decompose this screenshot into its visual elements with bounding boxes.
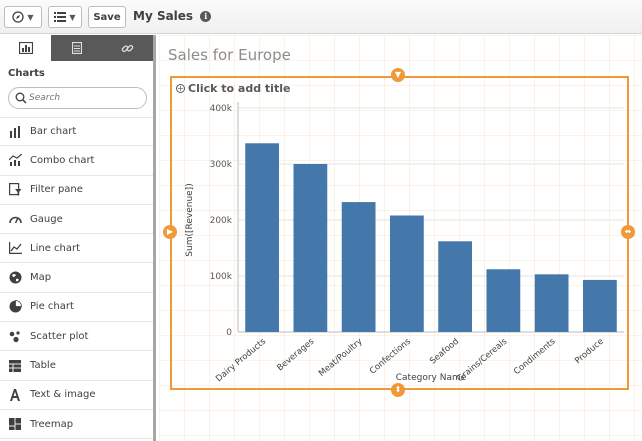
link-icon	[121, 44, 134, 52]
chevron-down-icon: ▼	[69, 12, 76, 22]
app-title-text: My Sales	[133, 9, 194, 23]
tab-master-items[interactable]	[102, 35, 153, 61]
chart-item-label: Pie chart	[30, 301, 74, 313]
chart-item-treemap[interactable]: Treemap	[0, 410, 153, 440]
bar[interactable]	[341, 202, 376, 332]
chart-title-placeholder[interactable]: Click to add title	[188, 82, 291, 95]
bar[interactable]	[582, 279, 617, 332]
combo-chart-icon	[8, 154, 22, 167]
chart-item-filter-pane[interactable]: Filter pane	[0, 176, 153, 205]
x-tick-label: Confections	[368, 336, 413, 376]
pie-chart-icon	[9, 300, 22, 313]
x-tick-label: Seafood	[428, 337, 461, 367]
search-input[interactable]	[29, 91, 141, 105]
chart-item-map[interactable]: Map	[0, 263, 153, 293]
x-tick-label: Dairy Products	[214, 336, 268, 384]
y-tick-label: 400k	[210, 104, 233, 114]
sheet-canvas[interactable]: Sales for Europe + Click to add title 0 1…	[159, 35, 642, 441]
chart-item-label: Gauge	[30, 213, 63, 225]
chart-item-label: Combo chart	[30, 154, 95, 166]
list-icon	[54, 12, 67, 22]
chart-item-label: Treemap	[30, 418, 74, 430]
y-tick-label: 300k	[210, 160, 233, 170]
save-button[interactable]: Save	[88, 6, 126, 28]
navigation-button[interactable]: ▼	[4, 6, 42, 28]
chart-item-label: Line chart	[30, 242, 81, 254]
tab-charts[interactable]	[0, 35, 51, 61]
app-title: My Sales i	[133, 9, 212, 23]
treemap-icon	[9, 418, 21, 431]
gauge-icon	[8, 216, 22, 224]
x-tick-label: Beverages	[275, 336, 316, 373]
resize-handle-bottom[interactable]: ⬍	[391, 383, 405, 397]
y-tick-label: 0	[226, 328, 232, 338]
tab-fields[interactable]	[51, 35, 102, 61]
info-icon[interactable]: i	[200, 11, 212, 22]
resize-handle-top[interactable]: ▼	[391, 68, 405, 82]
chart-item-label: Table	[30, 360, 56, 372]
text-image-icon	[10, 388, 20, 401]
bar[interactable]	[293, 164, 328, 332]
x-tick-label: Produce	[573, 337, 606, 367]
chart-item-label: Text & image	[30, 389, 96, 401]
chart-item-label: Filter pane	[30, 184, 83, 196]
search-box[interactable]	[8, 87, 147, 109]
y-tick-label: 100k	[210, 272, 233, 282]
assets-panel: Charts Bar chart Combo chart Filter pane	[0, 35, 156, 441]
chart-item-label: Map	[30, 272, 52, 284]
chart-item-label: Scatter plot	[30, 330, 89, 342]
chart-item-combo-chart[interactable]: Combo chart	[0, 146, 153, 176]
resize-handle-right[interactable]: ⬌	[621, 225, 635, 239]
bar[interactable]	[245, 143, 280, 332]
y-axis-title: Sum([Revenue])	[185, 183, 195, 256]
chart-item-text-image[interactable]: Text & image	[0, 381, 153, 410]
chart-item-line-chart[interactable]: Line chart	[0, 234, 153, 264]
chart-item-label: Bar chart	[30, 126, 77, 138]
chart-item-pie-chart[interactable]: Pie chart	[0, 293, 153, 323]
add-title-icon: +	[176, 84, 185, 93]
chart-icon	[18, 42, 33, 54]
bar[interactable]	[486, 269, 521, 332]
sheet-list-button[interactable]: ▼	[48, 6, 82, 28]
chart-item-bar-chart[interactable]: Bar chart	[0, 117, 153, 147]
chart-type-list: Bar chart Combo chart Filter pane Gauge …	[0, 117, 153, 440]
chart-item-scatter-plot[interactable]: Scatter plot	[0, 322, 153, 352]
toolbar: ▼ ▼ Save My Sales i	[0, 0, 642, 34]
chart-object[interactable]: + Click to add title 0 100k 200k 300k 400k Da…	[170, 76, 629, 390]
search-icon	[15, 92, 27, 104]
x-axis-title: Category Name	[396, 373, 467, 383]
compass-icon	[12, 11, 25, 23]
field-list-icon	[71, 42, 82, 54]
bar[interactable]	[534, 274, 569, 332]
sheet-title: Sales for Europe	[168, 46, 291, 64]
chart-item-table[interactable]: Table	[0, 351, 153, 381]
resize-handle-left[interactable]: ▶	[163, 225, 177, 239]
map-icon	[9, 271, 21, 284]
bar-chart: 0 100k 200k 300k 400k Dairy Products Beverages…	[185, 102, 624, 384]
y-tick-label: 200k	[210, 216, 233, 226]
bar-chart-icon	[10, 125, 20, 138]
table-icon	[9, 359, 21, 372]
panel-heading: Charts	[8, 68, 45, 79]
chart-item-gauge[interactable]: Gauge	[0, 205, 153, 235]
scatter-plot-icon	[9, 331, 20, 342]
x-tick-label: Condiments	[512, 336, 558, 377]
bar[interactable]	[438, 241, 473, 332]
filter-pane-icon	[8, 183, 21, 196]
panel-tabs	[0, 35, 153, 61]
x-tick-label: Meat/Poultry	[317, 337, 364, 379]
bar[interactable]	[389, 215, 424, 332]
line-chart-icon	[8, 242, 22, 255]
chevron-down-icon: ▼	[27, 12, 34, 22]
